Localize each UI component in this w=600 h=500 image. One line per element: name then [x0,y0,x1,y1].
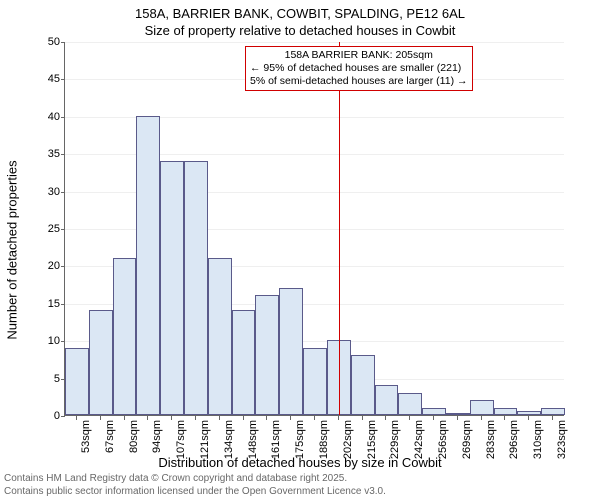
footer-line-2: Contains public sector information licen… [4,486,386,499]
x-tick-label: 53sqm [80,420,92,453]
histogram-bar [446,413,470,415]
histogram-bar [208,258,232,415]
y-tick-label: 35 [48,148,60,160]
x-tick-label: 188sqm [318,420,330,459]
histogram-bar [65,348,89,415]
y-axis-label: Number of detached properties [5,160,20,339]
annotation-line: 5% of semi-detached houses are larger (1… [250,75,468,88]
y-tick-label: 25 [48,223,60,235]
footer-attribution: Contains HM Land Registry data © Crown c… [4,473,386,498]
histogram-bar [255,295,279,415]
x-tick-label: 296sqm [508,420,520,459]
x-tick-label: 310sqm [532,420,544,459]
histogram-bar [303,348,327,415]
x-tick-label: 202sqm [342,420,354,459]
histogram-bar [279,288,303,415]
y-tick-label: 20 [48,260,60,272]
y-tick-label: 50 [48,36,60,48]
footer-line-1: Contains HM Land Registry data © Crown c… [4,473,386,486]
x-tick-label: 67sqm [104,420,116,453]
x-tick-label: 283sqm [485,420,497,459]
title-line-2: Size of property relative to detached ho… [0,23,600,40]
histogram-bar [160,161,184,415]
x-axis-label: Distribution of detached houses by size … [158,455,441,470]
annotation-line: 158A BARRIER BANK: 205sqm [250,49,468,62]
histogram-bar [351,355,375,415]
x-tick-label: 242sqm [413,420,425,459]
histogram-bar [517,411,541,415]
y-tick-label: 5 [54,373,60,385]
histogram-bar [184,161,208,415]
histogram-bar [494,408,518,415]
histogram-bar [422,408,446,415]
x-tick-label: 215sqm [366,420,378,459]
annotation-line: ← 95% of detached houses are smaller (22… [250,62,468,75]
histogram-bar [375,385,399,415]
x-tick-label: 161sqm [270,420,282,459]
title-line-1: 158A, BARRIER BANK, COWBIT, SPALDING, PE… [0,6,600,23]
property-marker-line [339,42,340,415]
histogram-bar [470,400,494,415]
y-tick-label: 10 [48,335,60,347]
x-tick-label: 256sqm [437,420,449,459]
x-tick-label: 323sqm [556,420,568,459]
marker-annotation: 158A BARRIER BANK: 205sqm← 95% of detach… [245,46,473,91]
y-tick-label: 45 [48,73,60,85]
x-tick-label: 175sqm [294,420,306,459]
x-tick-label: 121sqm [199,420,211,459]
x-tick-label: 148sqm [247,420,259,459]
y-tick-label: 15 [48,298,60,310]
y-tick-label: 30 [48,186,60,198]
plot-area: 158A BARRIER BANK: 205sqm← 95% of detach… [64,42,564,416]
histogram-bar [541,408,565,415]
histogram-bar [136,116,160,415]
x-tick-label: 269sqm [461,420,473,459]
chart-area: 158A BARRIER BANK: 205sqm← 95% of detach… [64,42,564,416]
histogram-bar [398,393,422,415]
histogram-bar [89,310,113,415]
x-tick-label: 107sqm [175,420,187,459]
y-tick-label: 40 [48,111,60,123]
chart-title: 158A, BARRIER BANK, COWBIT, SPALDING, PE… [0,0,600,40]
y-tick-label: 0 [54,410,60,422]
histogram-bar [232,310,256,415]
x-tick-label: 134sqm [223,420,235,459]
histogram-bar [113,258,137,415]
x-tick-label: 229sqm [389,420,401,459]
x-tick-label: 80sqm [128,420,140,453]
x-tick-label: 94sqm [151,420,163,453]
